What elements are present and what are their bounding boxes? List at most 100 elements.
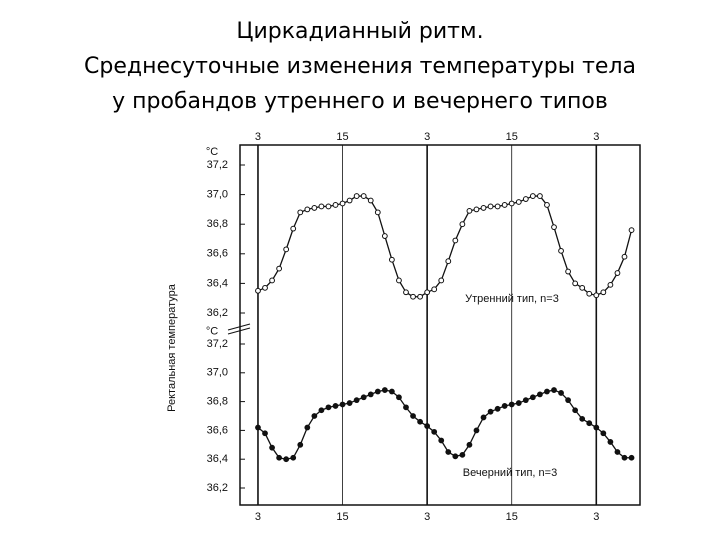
data-point	[600, 430, 607, 437]
data-point	[508, 200, 515, 207]
data-point	[318, 203, 325, 210]
x-tick-label: 3	[424, 511, 430, 523]
data-point	[459, 221, 466, 228]
data-point	[304, 206, 311, 213]
data-point	[628, 227, 635, 234]
data-point	[438, 437, 445, 444]
data-point	[529, 394, 536, 401]
x-tick-label: 15	[506, 511, 518, 523]
unit-label: °C	[206, 326, 218, 338]
data-point	[388, 256, 395, 263]
data-point	[445, 258, 452, 265]
x-tick-label: 3	[255, 511, 261, 523]
data-point	[410, 413, 416, 419]
data-point	[438, 277, 445, 284]
data-point	[417, 418, 423, 425]
data-point	[339, 200, 346, 207]
data-line	[257, 389, 632, 460]
data-point	[255, 287, 261, 294]
data-point	[593, 424, 600, 431]
data-point	[487, 203, 494, 210]
data-point	[558, 390, 564, 396]
data-point	[607, 281, 614, 288]
y-tick-label: 36,2	[207, 482, 228, 494]
y-tick-label: 36,8	[207, 396, 228, 408]
data-point	[276, 265, 283, 272]
data-point	[480, 205, 487, 211]
data-point	[586, 420, 593, 427]
data-point	[621, 253, 628, 260]
x-tick-label: 3	[593, 511, 599, 523]
data-point	[410, 293, 416, 300]
data-point	[262, 284, 268, 291]
data-point	[396, 394, 402, 401]
data-point	[304, 424, 311, 431]
data-point	[276, 454, 283, 461]
data-point	[346, 400, 353, 406]
data-point	[487, 408, 494, 415]
data-point	[311, 205, 318, 211]
y-tick-label: 37,2	[207, 338, 228, 350]
data-point	[621, 454, 628, 461]
data-point	[424, 423, 431, 429]
data-point	[297, 209, 304, 216]
data-point	[572, 407, 579, 414]
data-point	[311, 413, 318, 419]
x-tick-label: 3	[255, 131, 261, 143]
data-point	[283, 246, 290, 253]
title-line: у пробандов утреннего и вечернего типов	[112, 89, 608, 114]
data-point	[269, 277, 275, 284]
data-point	[339, 401, 346, 408]
x-tick-label: 15	[336, 511, 348, 523]
y-tick-label: 36,2	[207, 307, 228, 319]
data-point	[544, 388, 550, 395]
data-point	[551, 387, 557, 393]
data-point	[473, 206, 480, 213]
data-point	[353, 193, 360, 199]
data-point	[332, 403, 339, 409]
data-point	[388, 388, 395, 395]
data-point	[579, 284, 586, 291]
data-point	[255, 424, 261, 431]
data-point	[403, 404, 409, 411]
data-point	[600, 289, 607, 296]
data-point	[417, 293, 423, 300]
legend: Утренний тип, n=3	[465, 293, 559, 305]
data-point	[403, 289, 409, 296]
data-point	[353, 397, 360, 404]
data-point	[529, 193, 536, 199]
data-point	[537, 391, 543, 398]
data-point	[515, 400, 522, 406]
data-point	[360, 193, 367, 199]
axis-break	[227, 323, 251, 331]
y-tick-label: 36,8	[207, 218, 228, 230]
y-tick-label: 36,6	[207, 424, 228, 436]
data-point	[374, 388, 381, 395]
y-tick-label: 36,4	[207, 277, 228, 289]
y-tick-label: 36,6	[207, 248, 228, 260]
data-point	[628, 454, 635, 461]
x-tick-label: 15	[506, 131, 518, 143]
data-point	[522, 196, 529, 202]
data-point	[431, 286, 438, 293]
data-point	[544, 202, 550, 208]
data-point	[494, 203, 501, 210]
x-tick-label: 15	[336, 131, 348, 143]
unit-label: °C	[206, 146, 218, 158]
data-point	[501, 202, 508, 208]
data-point	[494, 405, 501, 412]
data-point	[452, 453, 459, 460]
data-point	[579, 415, 586, 422]
data-point	[381, 387, 388, 393]
data-point	[290, 225, 297, 232]
data-point	[614, 449, 621, 455]
data-point	[522, 397, 529, 404]
data-point	[367, 391, 374, 398]
data-point	[607, 439, 614, 445]
data-point	[318, 407, 325, 414]
title-line: Среднесуточные изменения температуры тел…	[84, 54, 636, 79]
y-axis-label: Ректальная температура	[166, 283, 178, 412]
data-point	[515, 199, 522, 205]
data-point	[614, 270, 621, 276]
